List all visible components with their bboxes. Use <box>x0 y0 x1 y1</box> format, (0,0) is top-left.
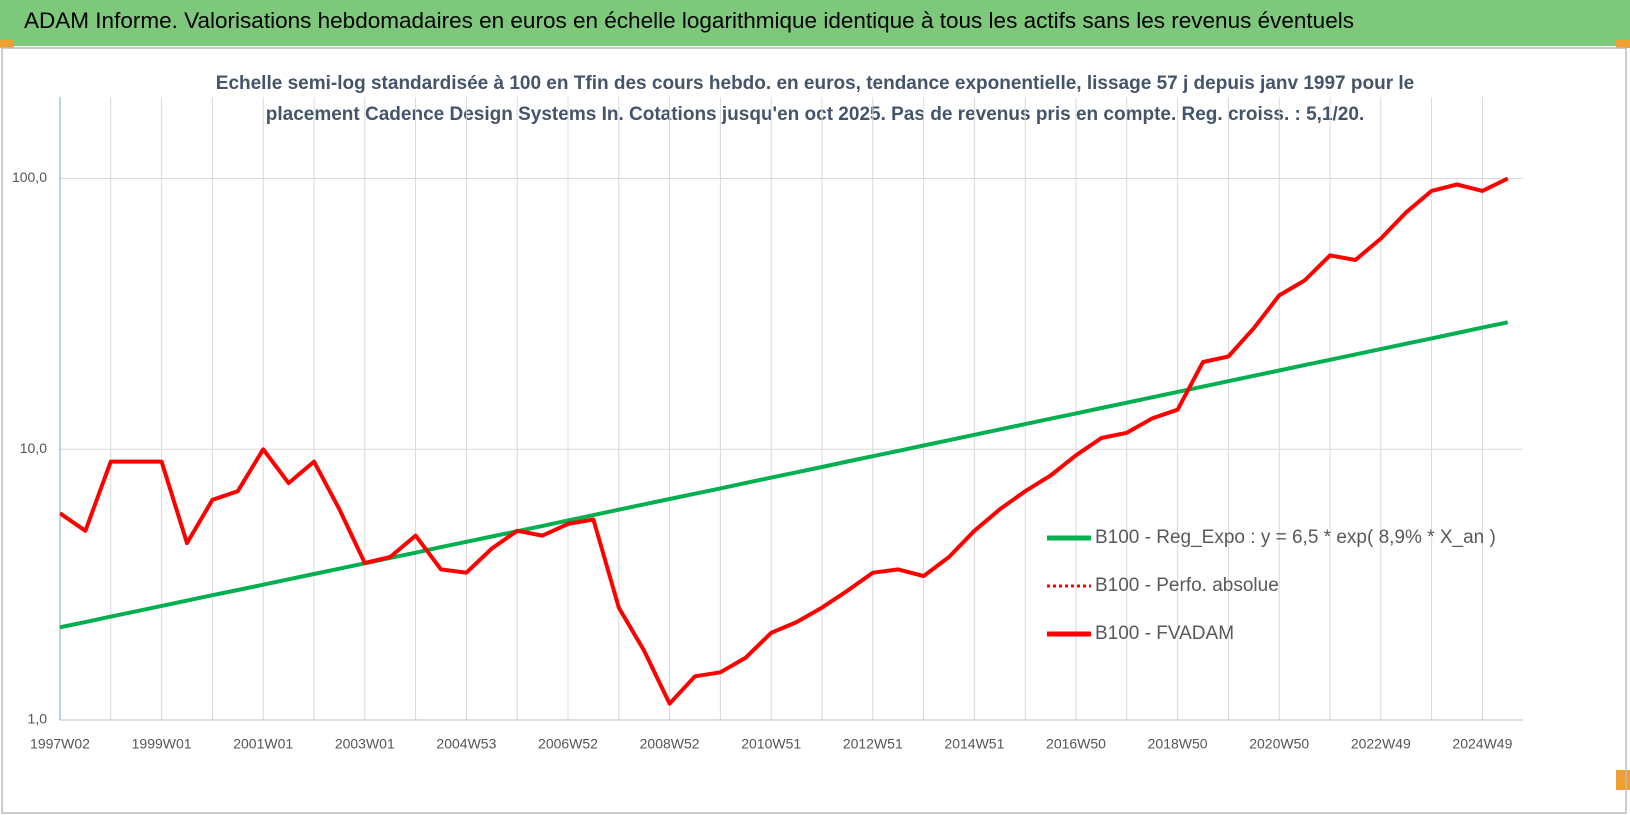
x-tick-label: 2014W51 <box>944 736 1004 752</box>
x-tick-label: 2010W51 <box>741 736 801 752</box>
x-tick-label: 2018W50 <box>1148 736 1208 752</box>
x-tick-label: 2008W52 <box>640 736 700 752</box>
x-tick-label: 1997W02 <box>30 736 90 752</box>
x-tick-label: 2003W01 <box>335 736 395 752</box>
x-tick-label: 2020W50 <box>1249 736 1309 752</box>
series-line <box>60 320 1509 630</box>
legend-label: B100 - Perfo. absolue <box>1095 575 1279 596</box>
x-tick-label: 2012W51 <box>843 736 903 752</box>
legend-label: B100 - FVADAM <box>1095 623 1234 644</box>
corner <box>1616 770 1630 790</box>
x-tick-label: 2022W49 <box>1351 736 1411 752</box>
x-tick-label: 2001W01 <box>233 736 293 752</box>
x-tick-label: 2006W52 <box>538 736 598 752</box>
x-tick-label: 2016W50 <box>1046 736 1106 752</box>
x-tick-label: 2004W53 <box>436 736 496 752</box>
y-tick-label: 100,0 <box>12 169 47 185</box>
chart-subtitle: placement Cadence Design Systems In. Cot… <box>266 104 1364 125</box>
chart-frame <box>1 47 1627 814</box>
corner <box>0 40 14 48</box>
x-tick-label: 1999W01 <box>132 736 192 752</box>
chart-subtitle: Echelle semi-log standardisée à 100 en T… <box>216 73 1414 94</box>
header-bar <box>0 0 1630 46</box>
series-line <box>60 176 1509 706</box>
y-tick-label: 10,0 <box>20 440 47 456</box>
page-title: ADAM Informe. Valorisations hebdomadaire… <box>24 8 1354 33</box>
corner <box>1616 40 1630 48</box>
y-tick-label: 1,0 <box>28 711 48 727</box>
x-tick-label: 2024W49 <box>1452 736 1512 752</box>
legend-label: B100 - Reg_Expo : y = 6,5 * exp( 8,9% * … <box>1095 527 1496 548</box>
series-line <box>60 177 1509 705</box>
